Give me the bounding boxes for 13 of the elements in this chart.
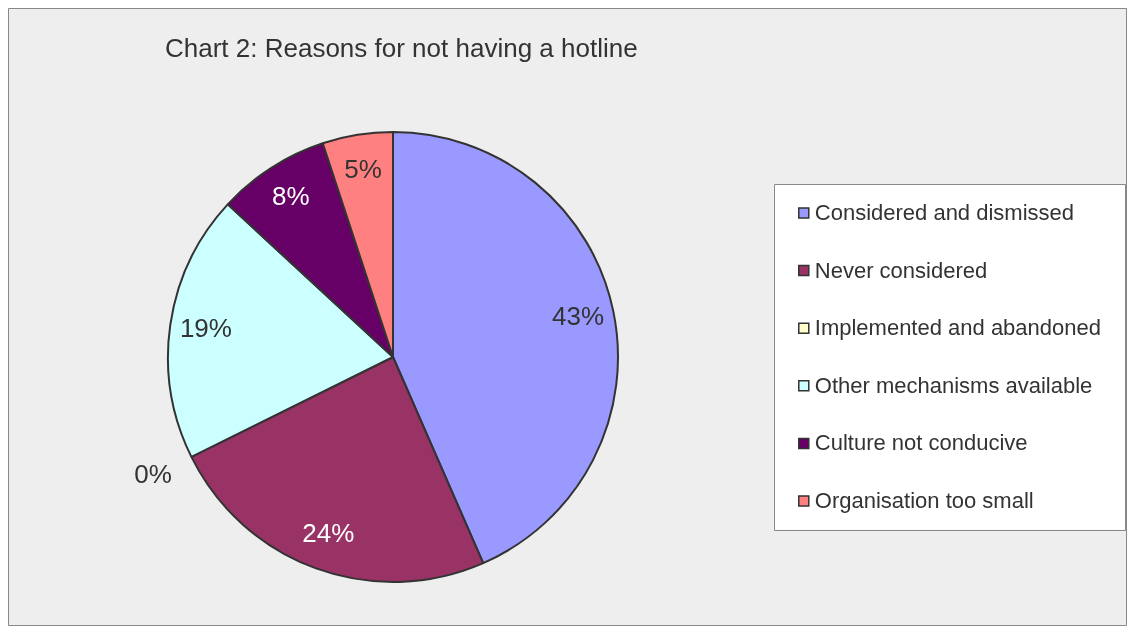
data-label: 43% xyxy=(551,301,605,332)
data-label: 19% xyxy=(179,313,232,344)
text: 0% xyxy=(134,459,172,490)
legend-label: Never considered xyxy=(814,257,988,283)
legend-label: Considered and dismissed xyxy=(814,200,1075,226)
legend-label: Implemented and abandoned xyxy=(814,315,1102,341)
legend-label: Organisation too small xyxy=(814,488,1034,514)
data-label: 5% xyxy=(344,153,382,184)
chart-title: Chart 2: Reasons for not having a hotline xyxy=(165,33,638,64)
data-label: 8% xyxy=(272,181,310,212)
legend-label: Other mechanisms available xyxy=(814,372,1093,398)
data-label: 24% xyxy=(302,517,355,548)
legend-label: Culture not conducive xyxy=(814,430,1028,456)
